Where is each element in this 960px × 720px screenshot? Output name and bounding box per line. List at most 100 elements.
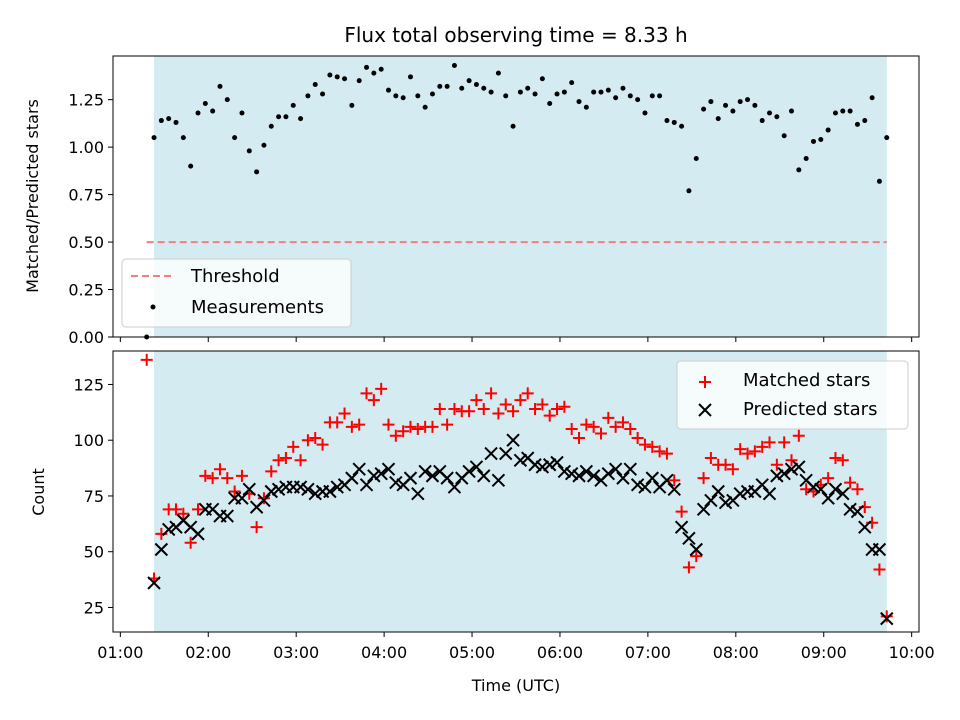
measurements-point bbox=[393, 93, 399, 99]
predicted-stars-point bbox=[762, 487, 777, 501]
measurements-point bbox=[701, 106, 707, 112]
x-tick-label: 07:00 bbox=[625, 643, 671, 662]
matched-stars-point bbox=[499, 398, 512, 411]
measurements-point bbox=[642, 110, 648, 116]
measurements-point bbox=[679, 123, 685, 129]
matched-stars-point bbox=[609, 420, 622, 433]
matched-stars-point bbox=[213, 463, 226, 476]
matched-stars-point bbox=[301, 434, 314, 447]
matched-stars-point bbox=[316, 438, 329, 451]
y-tick-label: 25 bbox=[84, 598, 104, 617]
predicted-stars-point bbox=[770, 469, 784, 483]
predicted-stars-point bbox=[755, 478, 769, 492]
measurements-point bbox=[671, 119, 677, 125]
matched-stars-point bbox=[580, 418, 593, 431]
measurements-point bbox=[210, 108, 216, 114]
matched-stars-point bbox=[565, 423, 578, 436]
predicted-stars-point bbox=[784, 462, 799, 476]
matched-stars-point bbox=[792, 429, 805, 442]
measurements-point bbox=[840, 108, 846, 114]
y-tick-label: 0.25 bbox=[68, 281, 104, 300]
matched-stars-point bbox=[397, 425, 410, 438]
predicted-stars-point bbox=[616, 471, 630, 485]
matched-stars-point bbox=[653, 445, 666, 458]
predicted-stars-point bbox=[586, 469, 601, 483]
matched-stars-point bbox=[477, 402, 490, 415]
measurements-point bbox=[825, 127, 831, 133]
legend-measurements-label: Measurements bbox=[191, 297, 324, 318]
measurements-point bbox=[415, 93, 421, 99]
measurements-point bbox=[547, 100, 553, 106]
measurements-point bbox=[195, 110, 201, 116]
matched-stars-point bbox=[741, 447, 754, 460]
measurements-point bbox=[789, 108, 795, 114]
matched-stars-point bbox=[763, 436, 776, 449]
predicted-stars-point bbox=[389, 475, 403, 490]
x-tick-label: 08:00 bbox=[713, 643, 759, 662]
predicted-stars-point bbox=[191, 527, 205, 541]
bottom-axes-frame bbox=[112, 350, 920, 633]
predicted-stars-point bbox=[264, 484, 278, 499]
legend-threshold-label: Threshold bbox=[190, 266, 280, 287]
predicted-stars-point bbox=[330, 480, 344, 494]
measurements-point bbox=[818, 137, 824, 143]
predicted-stars-point bbox=[535, 460, 550, 474]
matched-stars-point bbox=[433, 402, 446, 415]
x-tick-label: 09:00 bbox=[801, 643, 847, 662]
matched-stars-point bbox=[844, 476, 857, 489]
measurements-point bbox=[283, 114, 289, 120]
x-tick-label: 01:00 bbox=[97, 643, 143, 662]
predicted-stars-point bbox=[161, 522, 176, 537]
predicted-stars-point bbox=[806, 480, 821, 494]
matched-stars-point bbox=[228, 485, 241, 498]
x-tick-label: 03:00 bbox=[273, 643, 319, 662]
measurements-point bbox=[583, 104, 589, 110]
predicted-stars-point bbox=[242, 482, 256, 496]
predicted-stars-point bbox=[836, 487, 850, 501]
predicted-stars-point bbox=[323, 484, 337, 499]
measurements-point bbox=[803, 156, 809, 162]
predicted-stars-point bbox=[718, 495, 733, 510]
measurements-point bbox=[327, 72, 333, 78]
measurements-point bbox=[400, 95, 406, 101]
top-axes-frame bbox=[112, 55, 920, 338]
measurements-point bbox=[884, 135, 890, 141]
measurements-point bbox=[752, 102, 758, 108]
measurements-point bbox=[320, 91, 326, 97]
matched-stars-point bbox=[309, 431, 322, 444]
measurements-point bbox=[693, 156, 699, 162]
matched-stars-point bbox=[265, 465, 278, 478]
matched-stars-point bbox=[675, 505, 688, 518]
measurements-point bbox=[657, 93, 663, 99]
matched-stars-point bbox=[221, 472, 234, 485]
predicted-stars-point bbox=[608, 462, 623, 476]
predicted-stars-point bbox=[469, 460, 484, 474]
top-y-axis-label: Matched/Predicted stars bbox=[23, 99, 42, 293]
matched-stars-point bbox=[404, 420, 417, 433]
measurements-point bbox=[510, 123, 516, 129]
predicted-stars-point bbox=[660, 473, 674, 488]
predicted-stars-point bbox=[579, 464, 594, 479]
predicted-stars-point bbox=[711, 484, 725, 499]
predicted-stars-point bbox=[477, 469, 491, 483]
y-tick-label: 125 bbox=[73, 375, 104, 394]
matched-stars-point bbox=[353, 418, 366, 431]
measurements-point bbox=[371, 70, 377, 76]
predicted-stars-point bbox=[630, 478, 645, 492]
measurements-point bbox=[561, 89, 567, 95]
predicted-stars-point bbox=[374, 466, 388, 481]
measurements-point bbox=[364, 64, 370, 70]
predicted-stars-point bbox=[462, 464, 476, 479]
predicted-stars-point bbox=[235, 491, 249, 505]
matched-stars-point bbox=[778, 436, 791, 449]
matched-stars-point bbox=[587, 420, 600, 433]
predicted-stars-point bbox=[674, 520, 689, 534]
matched-stars-point bbox=[507, 405, 520, 418]
predicted-stars-point bbox=[513, 453, 528, 467]
predicted-stars-point bbox=[345, 471, 359, 485]
measurements-point bbox=[876, 178, 882, 184]
measurements-point bbox=[349, 102, 355, 108]
predicted-stars-point bbox=[858, 520, 872, 534]
predicted-stars-point bbox=[154, 542, 169, 557]
matched-stars-point bbox=[382, 418, 395, 431]
